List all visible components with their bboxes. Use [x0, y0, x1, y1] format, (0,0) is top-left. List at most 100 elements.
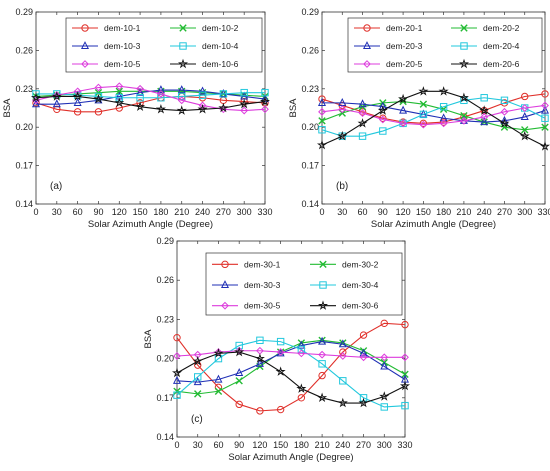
data-point [541, 90, 549, 98]
series-line [321, 90, 546, 147]
series-dem-20-6 [316, 86, 550, 151]
legend-label: dem-30-5 [244, 301, 281, 311]
data-point [255, 358, 264, 367]
y-tick-label: 0.14 [156, 432, 174, 442]
data-point [173, 333, 181, 342]
data-point [338, 339, 347, 348]
data-point [399, 380, 411, 391]
chart-panel-2: 0 30 60 90 120 150 180 210 240 270 300 330 0.14 0.17 0… [288, 7, 550, 230]
x-tick-label: 120 [396, 207, 411, 217]
data-point [275, 366, 286, 376]
x-tick-label: 210 [315, 440, 330, 450]
x-tick-label: 270 [356, 440, 371, 450]
data-point [239, 98, 250, 109]
data-point [419, 119, 428, 128]
data-point [214, 387, 223, 395]
data-point [318, 360, 326, 368]
data-point [318, 350, 326, 359]
x-tick-label: 180 [153, 207, 168, 217]
data-point [173, 352, 181, 360]
data-point [540, 105, 550, 114]
data-point [359, 331, 368, 339]
series-line [321, 101, 546, 131]
data-point [235, 368, 244, 377]
legend-label: dem-10-5 [104, 59, 141, 69]
legend-label: dem-10-4 [202, 41, 239, 51]
data-point [53, 105, 61, 113]
data-point [156, 85, 165, 94]
data-point [500, 107, 509, 116]
legend-marker [221, 301, 229, 310]
legend-entry-dem-30-5: dem-30-5 [212, 301, 281, 311]
x-tick-label: 180 [436, 207, 451, 217]
data-point [94, 108, 103, 116]
data-point [439, 119, 448, 128]
data-point [379, 127, 387, 135]
data-point [339, 348, 347, 356]
data-point [318, 371, 326, 380]
data-point [519, 130, 530, 141]
data-point [479, 105, 490, 115]
legend-marker [362, 41, 372, 50]
data-point [458, 92, 469, 103]
data-point [460, 116, 468, 125]
data-point [135, 101, 146, 111]
x-tick-label: 150 [133, 207, 148, 217]
data-point [234, 346, 245, 357]
y-tick-label: 0.17 [15, 161, 33, 171]
legend-label: dem-30-1 [244, 259, 281, 269]
data-point [521, 92, 529, 101]
data-point [401, 401, 409, 410]
data-point [94, 92, 103, 101]
legend-marker [81, 24, 89, 32]
data-point [380, 319, 388, 328]
y-tick-label: 0.17 [301, 161, 319, 171]
legend-entry-dem-10-6: dem-10-6 [170, 58, 239, 69]
x-tick-label: 300 [237, 207, 252, 217]
legend-entry-dem-20-6: dem-20-6 [451, 58, 520, 69]
x-tick-label: 0 [319, 207, 324, 217]
data-point [115, 87, 123, 96]
y-tick-label: 0.29 [15, 7, 33, 17]
y-tick-label: 0.26 [15, 45, 33, 55]
x-tick-label: 0 [174, 440, 179, 450]
legend-marker [317, 300, 329, 310]
data-point [198, 86, 207, 95]
data-point [155, 104, 166, 114]
series-dem-20-5 [318, 101, 549, 129]
data-point [318, 107, 326, 116]
data-point [172, 375, 182, 384]
legend-label: dem-10-3 [104, 41, 141, 51]
data-point [358, 109, 367, 118]
panel-label: (c) [191, 414, 203, 425]
data-point [401, 353, 409, 362]
data-point [480, 94, 488, 102]
legend-marker [363, 60, 371, 68]
x-tick-label: 60 [73, 207, 83, 217]
data-point [171, 367, 183, 378]
data-point [213, 348, 224, 358]
legend-marker [221, 260, 229, 269]
data-point [317, 97, 327, 106]
y-tick-label: 0.23 [301, 84, 319, 94]
legend-marker [319, 281, 327, 289]
data-point [318, 336, 327, 345]
x-tick-label: 330 [397, 440, 412, 450]
data-point [317, 392, 328, 403]
x-tick-label: 240 [335, 440, 350, 450]
x-axis-label: Solar Azimuth Angle (Degree) [228, 452, 353, 463]
x-tick-label: 0 [33, 207, 38, 217]
data-point [378, 115, 387, 124]
x-tick-label: 60 [358, 207, 368, 217]
data-point [541, 101, 549, 110]
data-point [460, 111, 468, 120]
x-tick-label: 120 [112, 207, 127, 217]
data-point [338, 105, 347, 114]
data-point [240, 106, 249, 115]
data-point [439, 118, 448, 126]
data-point [359, 348, 368, 357]
legend: dem-20-1 dem-20-2 dem-20-3 dem-20-4 dem-20-5… [347, 17, 543, 73]
x-tick-label: 300 [517, 207, 532, 217]
y-tick-label: 0.20 [301, 122, 319, 132]
data-point [136, 94, 144, 102]
